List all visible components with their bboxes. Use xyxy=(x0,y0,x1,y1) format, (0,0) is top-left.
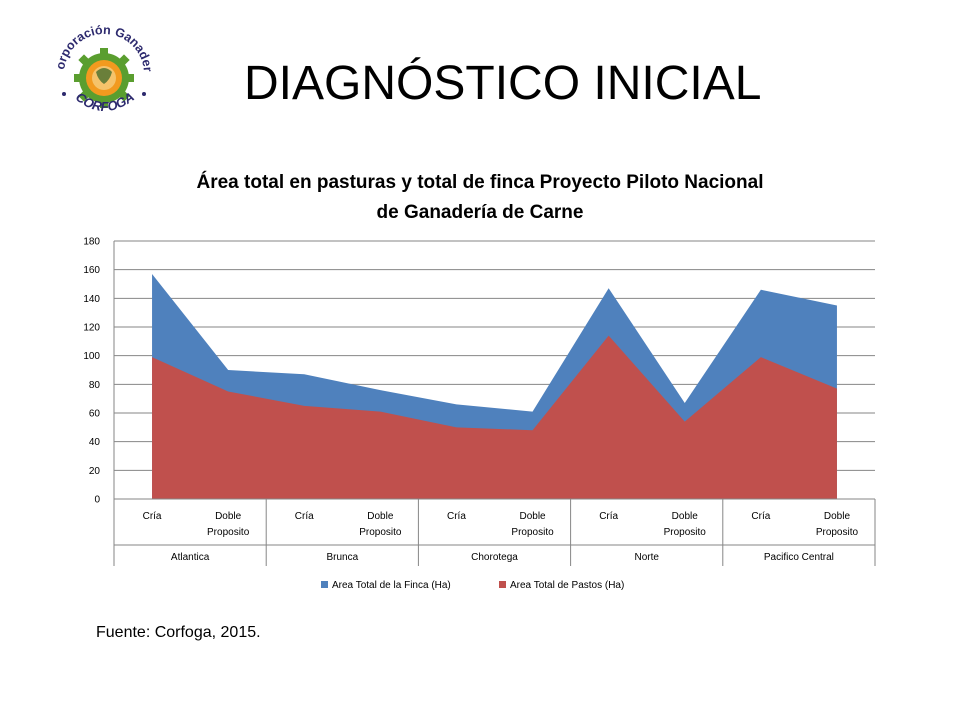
area-series-2 xyxy=(152,335,837,499)
x-category-label: Cría xyxy=(751,511,770,522)
y-tick-label: 40 xyxy=(89,437,101,448)
x-group-label: Atlantica xyxy=(171,552,210,563)
x-category-label: Cría xyxy=(447,511,466,522)
x-category-label: Proposito xyxy=(664,527,707,538)
y-tick-label: 120 xyxy=(83,323,100,334)
y-tick-label: 0 xyxy=(94,495,100,506)
x-category-label: Cría xyxy=(295,511,314,522)
x-category-label: Cría xyxy=(143,511,162,522)
corfoga-logo: Corporación Ganadera CORFOGA xyxy=(50,20,155,114)
x-category-label: Doble xyxy=(824,511,851,522)
y-tick-label: 80 xyxy=(89,380,101,391)
legend-label-1: Area Total de la Finca (Ha) xyxy=(332,580,451,591)
x-category-label: Doble xyxy=(672,511,699,522)
x-category-label: Proposito xyxy=(207,527,250,538)
y-tick-label: 60 xyxy=(89,409,101,420)
y-tick-label: 20 xyxy=(89,466,101,477)
chart-title-line-1: Área total en pasturas y total de finca … xyxy=(196,172,764,193)
x-group-label: Pacifico Central xyxy=(764,552,834,563)
y-tick-label: 140 xyxy=(83,294,100,305)
legend-swatch-2 xyxy=(499,581,506,588)
chart-title: Área total en pasturas y total de finca … xyxy=(150,168,810,228)
y-tick-label: 100 xyxy=(83,351,100,362)
x-category-label: Proposito xyxy=(359,527,402,538)
x-category-label: Doble xyxy=(367,511,394,522)
source-note: Fuente: Corfoga, 2015. xyxy=(96,624,261,641)
x-category-label: Proposito xyxy=(816,527,859,538)
chart-title-line-2: de Ganadería de Carne xyxy=(376,202,584,223)
x-group-label: Norte xyxy=(634,552,659,563)
y-tick-label: 160 xyxy=(83,265,100,276)
x-category-label: Doble xyxy=(215,511,242,522)
x-group-label: Chorotega xyxy=(471,552,518,563)
x-category-label: Doble xyxy=(519,511,546,522)
x-category-label: Proposito xyxy=(511,527,554,538)
legend-label-2: Area Total de Pastos (Ha) xyxy=(510,580,624,591)
slide-title: DIAGNÓSTICO INICIAL xyxy=(244,57,762,110)
legend-swatch-1 xyxy=(321,581,328,588)
x-category-label: Cría xyxy=(599,511,618,522)
y-tick-label: 180 xyxy=(83,237,100,248)
x-group-label: Brunca xyxy=(326,552,358,563)
